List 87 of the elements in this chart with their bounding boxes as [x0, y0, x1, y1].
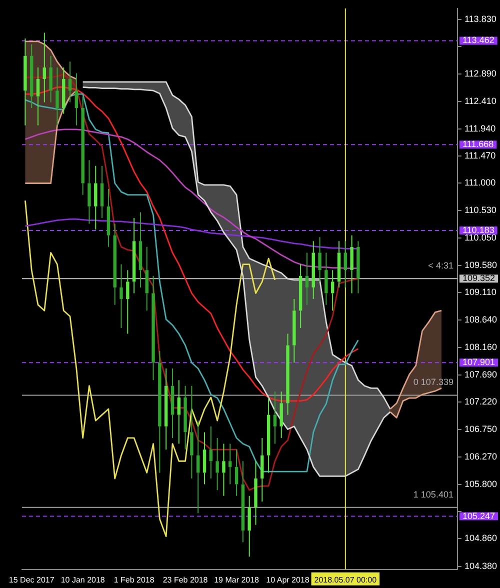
candlestick: [42, 32, 46, 103]
candlestick: [30, 44, 34, 108]
y-tick-label: 112.410: [464, 96, 496, 106]
candlestick: [312, 240, 315, 300]
candlestick: [273, 391, 277, 444]
y-tick-label: 105.800: [464, 478, 498, 489]
candlestick: [158, 350, 162, 474]
candlestick: [216, 437, 219, 491]
candlestick: [292, 298, 296, 364]
y-tick-label: 104.860: [464, 533, 498, 544]
candlestick: [49, 55, 52, 103]
ref-line-label: 110.183: [462, 225, 494, 236]
candlestick: [298, 264, 302, 328]
y-tick-label: 106.270: [464, 452, 498, 462]
y-tick-label: 108.160: [464, 342, 498, 352]
candlestick: [305, 252, 309, 306]
x-tick-label: 1 Feb 2018: [114, 575, 155, 584]
candlestick: [152, 275, 155, 381]
candlestick: [36, 66, 40, 126]
y-tick-label: 111.470: [464, 150, 496, 161]
candlestick: [260, 437, 264, 502]
candlestick: [24, 38, 27, 126]
y-tick-label: 113.830: [464, 14, 496, 24]
candlestick: [94, 165, 98, 230]
candlestick: [132, 217, 136, 294]
candlestick: [81, 96, 84, 196]
candlestick: [356, 240, 360, 294]
candlestick: [170, 368, 174, 438]
ref-line-label: 105.247: [462, 510, 496, 521]
x-tick-label: 15 Dec 2017: [8, 575, 55, 584]
y-tick-label: 106.750: [464, 424, 498, 434]
candlestick: [100, 165, 104, 218]
candlestick: [177, 380, 180, 444]
candlestick: [241, 460, 245, 543]
candlestick: [62, 66, 66, 114]
ref-line-label: 109.352: [462, 273, 496, 284]
candlestick: [266, 396, 270, 474]
annotation: < 4:31: [428, 260, 454, 271]
candlestick: [196, 420, 200, 514]
y-tick-label: 104.380: [464, 560, 498, 571]
candlestick: [286, 333, 290, 416]
candlestick: [209, 426, 213, 480]
candlestick: [164, 368, 168, 450]
candlestick: [202, 432, 206, 485]
candlestick: [56, 66, 59, 126]
y-tick-label: 109.110: [464, 287, 496, 298]
candlestick: [126, 270, 130, 334]
x-tick-label: 23 Feb 2018: [162, 575, 208, 584]
x-tick-label: 10 Apr 2018: [266, 575, 310, 584]
ref-line-label: 111.668: [462, 139, 494, 150]
y-tick-label: 111.000: [464, 178, 496, 188]
candlestick: [350, 234, 354, 294]
candlestick: [248, 495, 251, 558]
candlestick: [113, 223, 116, 306]
candlestick: [254, 460, 258, 526]
y-tick-label: 107.220: [464, 396, 498, 407]
candlestick: [228, 443, 232, 485]
ref-line-label: 113.462: [462, 35, 494, 46]
y-tick-label: 108.640: [464, 314, 498, 324]
y-tick-label: 107.690: [464, 369, 498, 380]
candlestick: [280, 391, 283, 438]
candlestick: [145, 246, 148, 312]
ref-line-label: 107.901: [462, 357, 496, 368]
x-tick-label: 2018.05.07 00:00: [314, 575, 378, 584]
annotation: 1 105.401: [413, 489, 454, 500]
y-tick-label: 110.050: [464, 232, 496, 243]
candlestick: [138, 212, 142, 288]
candlestick: [318, 236, 322, 282]
x-tick-label: 10 Jan 2018: [60, 575, 106, 584]
candlestick: [337, 240, 341, 288]
y-tick-label: 111.940: [464, 123, 496, 134]
candlestick: [324, 252, 328, 306]
y-tick-label: 110.530: [464, 204, 496, 215]
candlestick: [344, 240, 347, 288]
candlestick: [74, 72, 78, 126]
candlestick: [222, 443, 226, 496]
candlestick: [190, 385, 194, 480]
y-tick-label: 112.890: [464, 68, 496, 78]
candlestick: [88, 160, 91, 224]
candlestick: [106, 188, 110, 248]
candlestick: [184, 385, 187, 450]
candlestick: [330, 270, 334, 312]
x-tick-label: 19 Mar 2018: [214, 575, 260, 584]
y-tick-label: 109.580: [464, 260, 498, 270]
candlestick: [68, 61, 72, 103]
candlestick: [120, 264, 123, 328]
candlestick: [234, 449, 238, 496]
